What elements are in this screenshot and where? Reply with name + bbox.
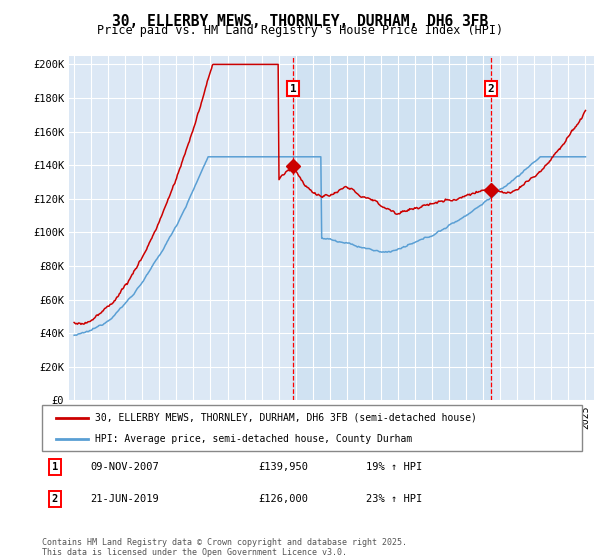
- Text: £139,950: £139,950: [258, 462, 308, 472]
- Text: Price paid vs. HM Land Registry's House Price Index (HPI): Price paid vs. HM Land Registry's House …: [97, 24, 503, 36]
- Text: 1: 1: [52, 462, 58, 472]
- FancyBboxPatch shape: [42, 405, 582, 451]
- Bar: [293, 56, 491, 400]
- Text: 1: 1: [290, 83, 296, 94]
- Text: £126,000: £126,000: [258, 494, 308, 504]
- Text: Contains HM Land Registry data © Crown copyright and database right 2025.
This d: Contains HM Land Registry data © Crown c…: [42, 538, 407, 557]
- Text: 19% ↑ HPI: 19% ↑ HPI: [366, 462, 422, 472]
- Text: 2: 2: [488, 83, 494, 94]
- Text: 21-JUN-2019: 21-JUN-2019: [91, 494, 160, 504]
- Text: 09-NOV-2007: 09-NOV-2007: [91, 462, 160, 472]
- Text: 2: 2: [52, 494, 58, 504]
- Text: 30, ELLERBY MEWS, THORNLEY, DURHAM, DH6 3FB (semi-detached house): 30, ELLERBY MEWS, THORNLEY, DURHAM, DH6 …: [95, 413, 477, 423]
- Text: 23% ↑ HPI: 23% ↑ HPI: [366, 494, 422, 504]
- Text: 30, ELLERBY MEWS, THORNLEY, DURHAM, DH6 3FB: 30, ELLERBY MEWS, THORNLEY, DURHAM, DH6 …: [112, 14, 488, 29]
- Text: HPI: Average price, semi-detached house, County Durham: HPI: Average price, semi-detached house,…: [95, 434, 412, 444]
